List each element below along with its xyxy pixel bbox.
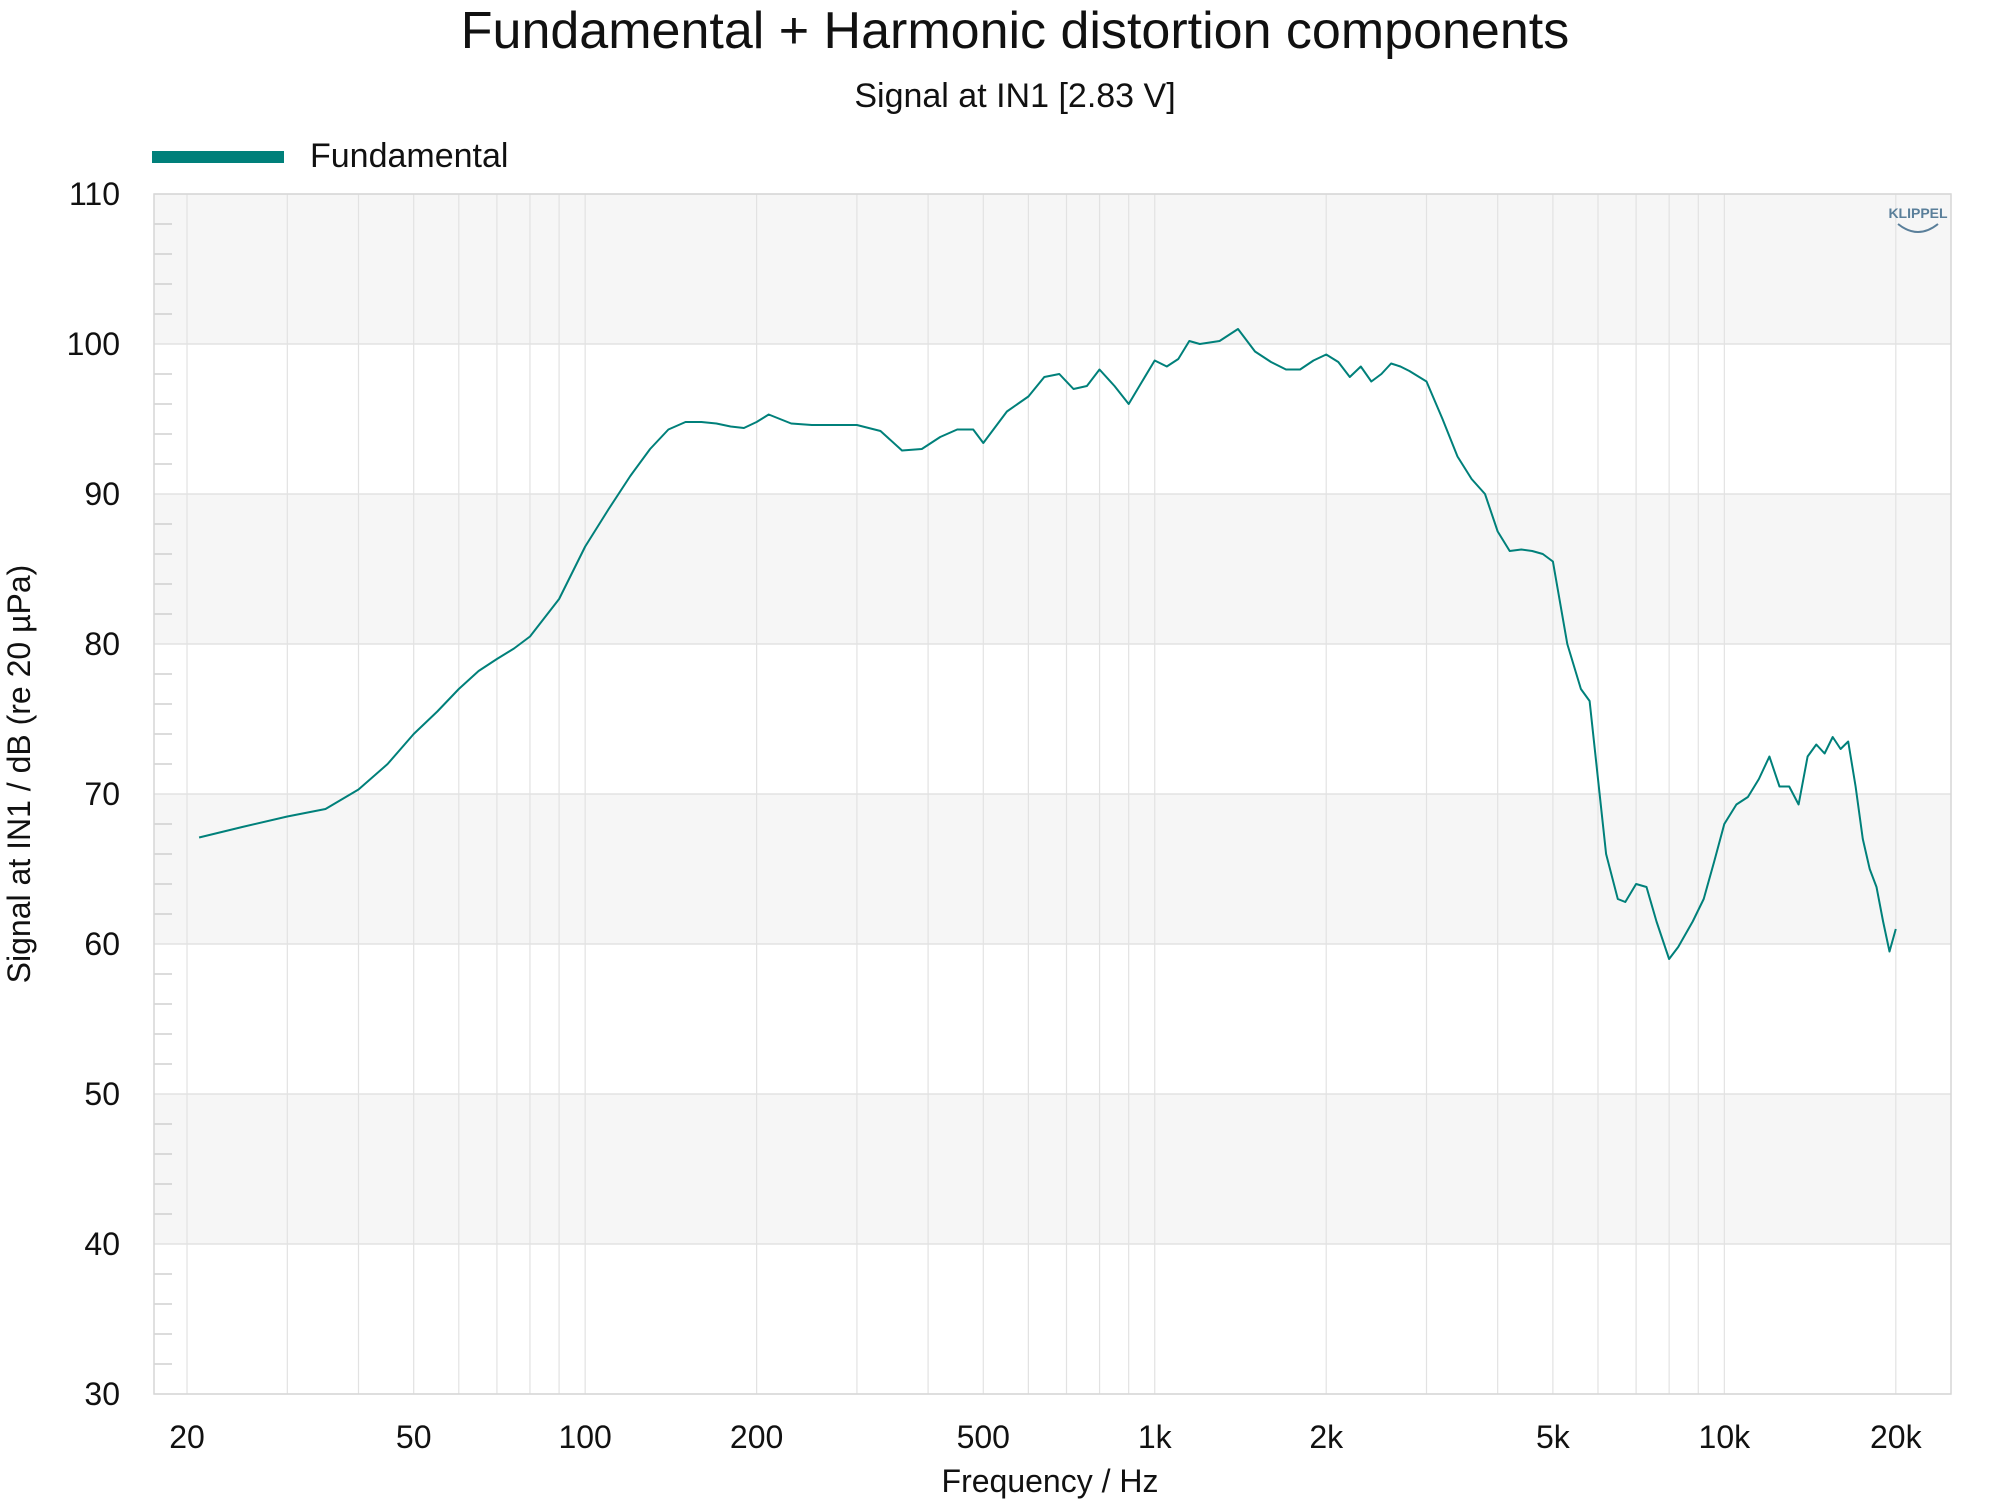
x-tick-label: 5k (1536, 1419, 1571, 1455)
x-tick-label: 20 (169, 1419, 205, 1455)
y-tick-label: 30 (84, 1376, 120, 1412)
y-tick-label: 80 (84, 626, 120, 662)
y-tick-label: 70 (84, 776, 120, 812)
plot-band (154, 794, 1951, 944)
x-tick-labels: 20 50 100 200 500 1k 2k 5k 10k 20k (169, 1419, 1922, 1455)
plot-frame (153, 193, 1952, 1395)
klippel-logo-arc (1897, 223, 1939, 233)
y-tick-label: 50 (84, 1076, 120, 1112)
series-layer (198, 328, 1897, 960)
y-tick-label: 100 (67, 326, 120, 362)
chart-title: Fundamental + Harmonic distortion compon… (461, 2, 1569, 60)
y-tick-label: 90 (84, 476, 120, 512)
y-tick-label: 40 (84, 1226, 120, 1262)
x-axis-label: Frequency / Hz (942, 1463, 1159, 1499)
x-tick-label: 20k (1870, 1419, 1923, 1455)
legend: Fundamental (152, 137, 508, 175)
x-tick-label: 500 (957, 1419, 1010, 1455)
y-tick-labels: 30 40 50 60 70 80 90 100 110 (67, 176, 120, 1412)
y-axis-label: Signal at IN1 / dB (re 20 µPa) (1, 565, 37, 984)
x-tick-label: 50 (396, 1419, 432, 1455)
grid (154, 193, 1951, 1395)
plot-band (154, 494, 1951, 644)
chart-subtitle: Signal at IN1 [2.83 V] (854, 77, 1175, 115)
y-tick-label: 60 (84, 926, 120, 962)
plot-bands (154, 194, 1951, 1244)
legend-label-fundamental: Fundamental (310, 137, 508, 175)
plot-band (154, 194, 1951, 344)
series-line-fundamental (198, 328, 1897, 960)
klippel-logo-text: KLIPPEL (1888, 205, 1948, 221)
x-tick-label: 1k (1138, 1419, 1173, 1455)
x-tick-label: 10k (1699, 1419, 1752, 1455)
x-tick-label: 100 (558, 1419, 611, 1455)
x-tick-label: 2k (1309, 1419, 1344, 1455)
klippel-logo: KLIPPEL (1888, 205, 1948, 233)
x-tick-label: 200 (730, 1419, 783, 1455)
y-tick-label: 110 (69, 176, 120, 212)
y-minor-ticks (154, 223, 172, 1365)
plot-band (154, 1094, 1951, 1244)
legend-swatch-fundamental (152, 151, 284, 163)
